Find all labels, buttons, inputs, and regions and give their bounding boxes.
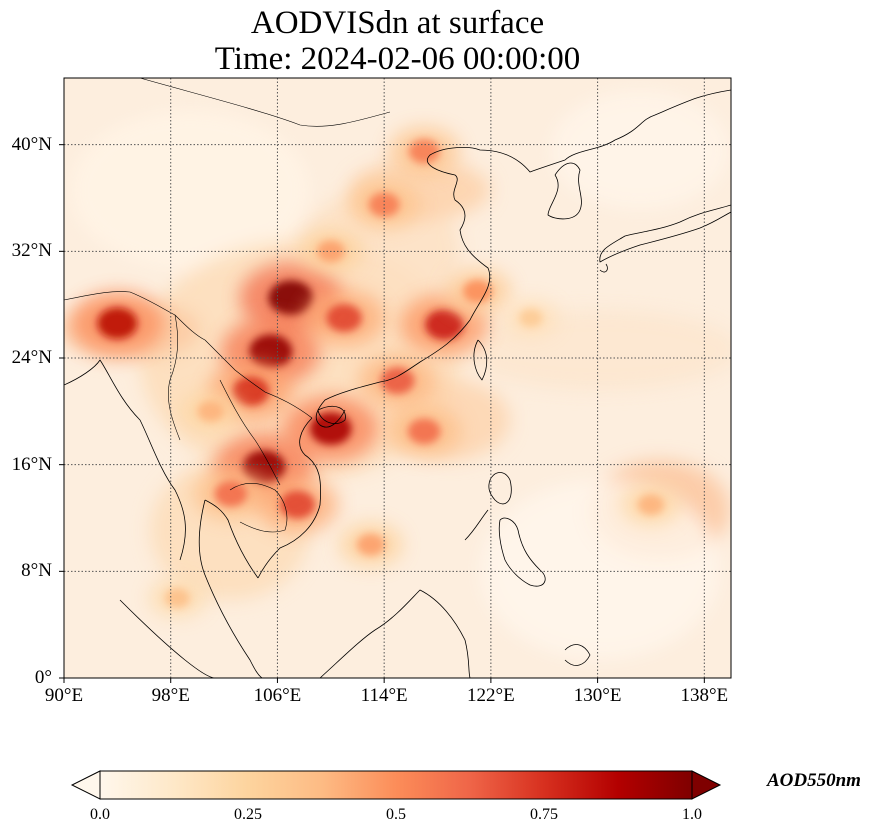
colorbar-tick-label: 1.0 xyxy=(682,806,702,823)
axis-tick-marks xyxy=(59,144,705,683)
colorbar-tick-label: 0.75 xyxy=(530,806,558,823)
longitude-tick-label: 122°E xyxy=(467,685,515,706)
longitude-tick-label: 106°E xyxy=(253,685,302,706)
colorbar-over-extend xyxy=(691,770,722,800)
colorbar-under-extend xyxy=(70,770,101,800)
aod-hotspot xyxy=(303,290,385,346)
aod-hotspot xyxy=(443,268,512,315)
latitude-tick-label: 8°N xyxy=(21,560,52,582)
latitude-tick-label: 0° xyxy=(34,667,52,688)
aod-hotspot xyxy=(387,405,462,457)
aod-hotspot xyxy=(149,578,206,618)
colorbar-tick-label: 0.0 xyxy=(90,806,110,823)
map-title: AODVISdn at surface xyxy=(250,5,545,41)
aod-hotspot xyxy=(256,476,339,533)
colorbar xyxy=(70,770,722,800)
aod-hotspots xyxy=(71,127,682,618)
aod-hotspot xyxy=(388,127,460,176)
aod-hotspot xyxy=(358,353,437,408)
aod-hotspot xyxy=(620,483,682,526)
colorbar-label: AOD550nm xyxy=(767,770,861,791)
colorbar-gradient xyxy=(100,771,692,799)
latitude-tick-label: 32°N xyxy=(11,240,52,262)
longitude-tick-label: 130°E xyxy=(573,685,622,706)
aod-hotspot xyxy=(283,395,379,462)
colorbar-tick-label: 0.5 xyxy=(386,806,406,823)
colorbar-tick-label: 0.25 xyxy=(234,806,262,823)
coastlines xyxy=(64,78,731,678)
latitude-tick-label: 40°N xyxy=(11,133,52,155)
map-time-subtitle: Time: 2024-02-06 00:00:00 xyxy=(214,41,581,77)
longitude-tick-label: 114°E xyxy=(360,685,408,706)
aod-hotspot xyxy=(504,299,558,337)
latitude-tick-label: 16°N xyxy=(11,453,52,475)
longitude-tick-label: 98°E xyxy=(151,685,190,706)
longitude-tick-label: 138°E xyxy=(680,685,729,706)
aod-hotspot xyxy=(193,468,268,520)
aod-hotspot xyxy=(71,291,164,355)
map-gridlines xyxy=(64,78,731,678)
map-frame xyxy=(63,77,732,679)
longitude-tick-label: 90°E xyxy=(44,685,84,706)
aod-hotspot xyxy=(338,522,403,567)
aod-hotspot xyxy=(180,390,241,433)
latitude-tick-label: 24°N xyxy=(11,347,52,368)
